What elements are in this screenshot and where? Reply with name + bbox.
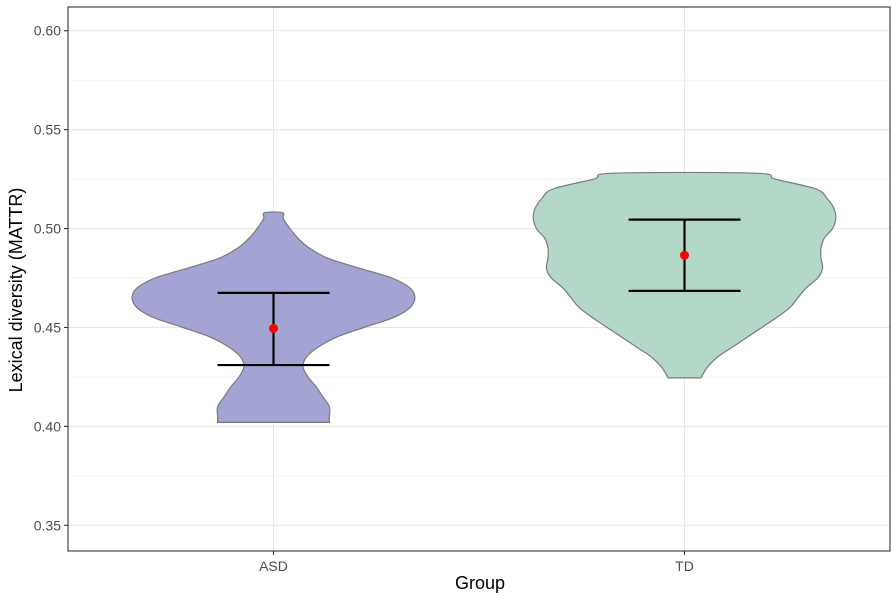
mean-point-asd <box>269 323 278 333</box>
x-axis-title: Group <box>455 573 505 593</box>
violins <box>131 171 837 423</box>
y-axis-title: Lexical diversity (MATTR) <box>6 188 26 393</box>
y-axis: 0.35 0.40 0.45 0.50 0.55 0.60 <box>34 23 68 533</box>
y-tick-label: 0.45 <box>34 319 61 335</box>
y-tick-label: 0.40 <box>34 418 61 434</box>
y-tick-label: 0.50 <box>34 221 61 237</box>
y-tick-label: 0.35 <box>34 517 61 533</box>
y-tick-label: 0.55 <box>34 122 61 138</box>
x-tick-label-td: TD <box>675 558 694 574</box>
mean-points <box>269 250 689 333</box>
y-tick-label: 0.60 <box>34 23 61 39</box>
x-axis: ASD TD <box>259 551 694 574</box>
x-tick-label-asd: ASD <box>259 558 288 574</box>
plot-panel-border <box>67 6 891 552</box>
mean-point-td <box>680 250 689 260</box>
